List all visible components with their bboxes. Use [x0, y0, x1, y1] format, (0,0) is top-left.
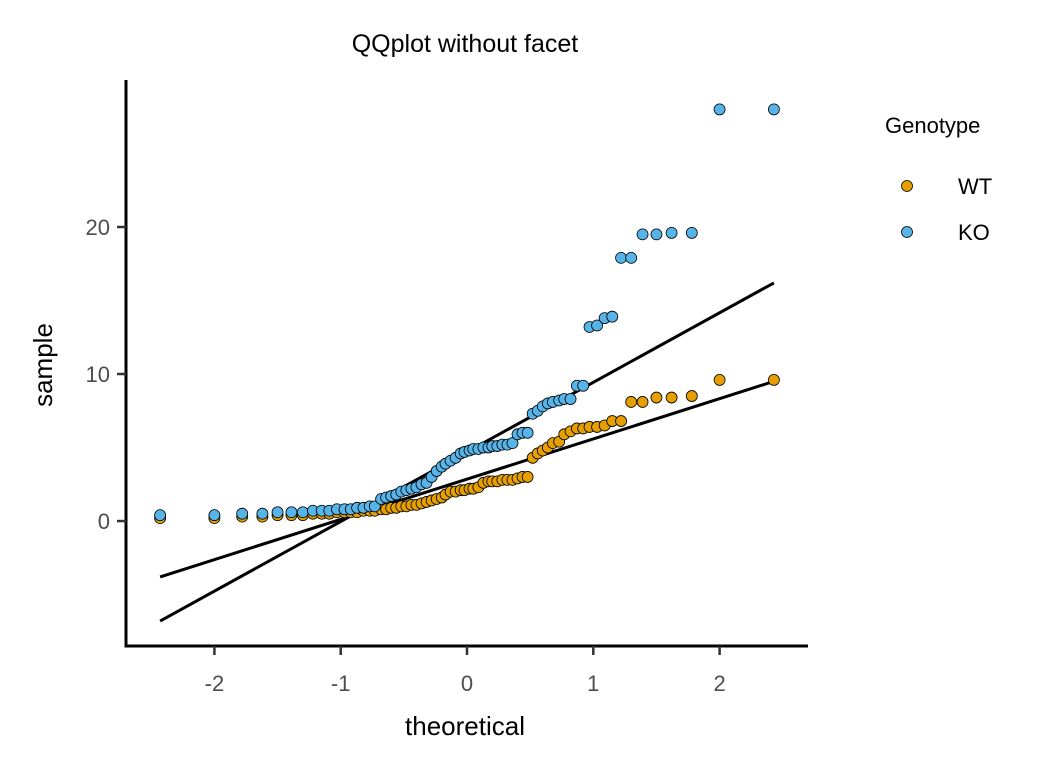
- point-wt: [615, 415, 627, 427]
- point-ko: [285, 506, 298, 519]
- y-tick-label: 0: [98, 509, 110, 534]
- point-ko: [521, 426, 534, 439]
- x-tick-label: -2: [205, 671, 225, 696]
- point-ko: [768, 103, 780, 116]
- point-ko: [713, 103, 726, 116]
- point-wt: [768, 374, 780, 386]
- legend-key-ko: [901, 226, 913, 238]
- point-ko: [506, 437, 519, 450]
- point-ko: [154, 509, 167, 522]
- qq-line-wt: [159, 379, 775, 579]
- point-ko: [564, 393, 577, 405]
- point-ko: [271, 506, 284, 519]
- legend-key-wt: [901, 180, 913, 192]
- legend-label-ko: KO: [958, 220, 990, 245]
- x-tick-label: -1: [331, 671, 351, 696]
- series-ko: [154, 103, 780, 522]
- point-wt: [685, 390, 698, 402]
- legend-title: Genotype: [885, 113, 980, 138]
- chart-title: QQplot without facet: [352, 30, 579, 58]
- legend-label-wt: WT: [958, 174, 992, 199]
- point-ko: [665, 226, 678, 239]
- point-ko: [636, 228, 649, 241]
- point-ko: [685, 226, 698, 239]
- point-wt: [521, 471, 534, 483]
- x-tick-label: 0: [461, 671, 473, 696]
- legend-entries: WT KO: [901, 174, 992, 245]
- point-wt: [665, 391, 678, 404]
- point-ko: [577, 379, 590, 392]
- point-wt: [636, 396, 649, 408]
- x-axis-title: theoretical: [405, 711, 525, 741]
- y-axis-title: sample: [28, 323, 58, 407]
- point-wt: [650, 391, 663, 404]
- point-wt: [713, 374, 726, 386]
- legend: Genotype WT KO: [885, 113, 992, 245]
- point-ko: [615, 251, 627, 264]
- point-ko: [606, 310, 619, 323]
- point-ko: [256, 507, 269, 520]
- point-ko: [650, 228, 663, 241]
- point-ko: [591, 319, 603, 332]
- plot-area: [154, 103, 780, 623]
- x-tick-label: 1: [587, 671, 599, 696]
- point-ko: [236, 507, 249, 520]
- y-tick-label: 20: [86, 215, 110, 240]
- x-tick-label: 2: [713, 671, 725, 696]
- point-ko: [208, 509, 221, 522]
- point-wt: [625, 396, 638, 408]
- point-ko: [296, 506, 309, 519]
- point-ko: [625, 251, 638, 264]
- y-tick-label: 10: [86, 362, 110, 387]
